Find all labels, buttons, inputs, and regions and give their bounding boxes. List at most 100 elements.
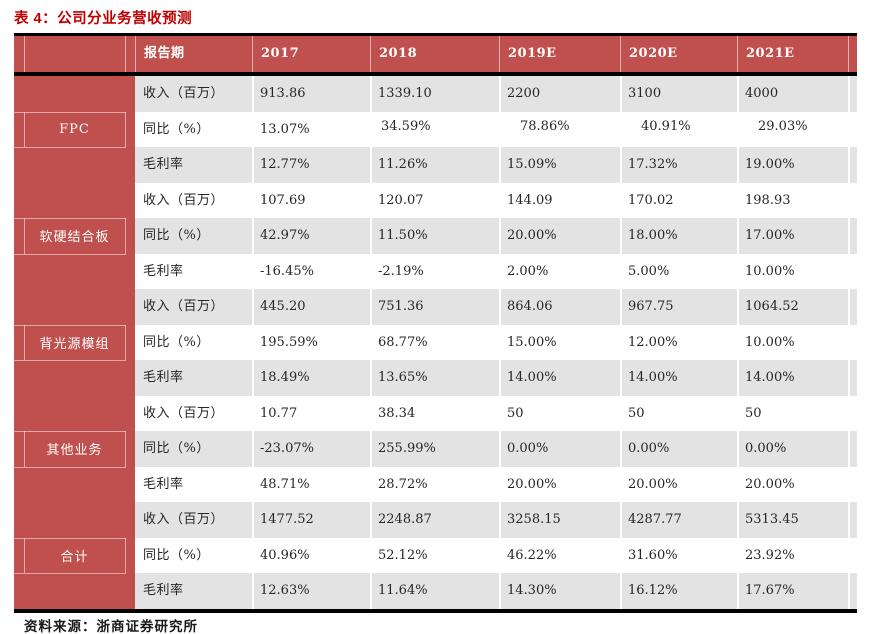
value-cell: 10.00% xyxy=(737,324,848,361)
value-cell: 17.00% xyxy=(737,218,848,254)
value-cell: 864.06 xyxy=(499,289,620,325)
value-cell: 18.49% xyxy=(252,360,370,396)
group-rows: 收入（百万） 107.69 120.07 144.09 170.02 198.93 同比（%… xyxy=(135,182,857,290)
group-rows: 收入（百万） 445.20 751.36 864.06 967.75 1064.52 同比（… xyxy=(135,289,857,396)
value-cell: -23.07% xyxy=(252,431,370,467)
value-cell: 4000 xyxy=(737,76,848,112)
value-cell: 12.77% xyxy=(252,147,370,183)
table-row: 收入（百万） 107.69 120.07 144.09 170.02 198.93 xyxy=(135,182,857,219)
spacer-cell xyxy=(848,395,857,432)
spacer-cell xyxy=(848,289,857,325)
table-row: 毛利率 18.49% 13.65% 14.00% 14.00% 14.00% xyxy=(135,360,857,396)
value-cell: 29.03% xyxy=(737,108,848,145)
value-cell: 2200 xyxy=(499,76,620,112)
table-row: 毛利率 12.77% 11.26% 15.09% 17.32% 19.00% xyxy=(135,147,857,183)
metric-cell: 同比（%） xyxy=(143,334,210,350)
metric-cell: 毛利率 xyxy=(143,157,184,173)
group-label-text: 软硬结合板 xyxy=(39,230,110,246)
spacer-cell xyxy=(848,111,857,148)
business-group: 背光源模组 收入（百万） 445.20 751.36 864.06 967.75 1064.… xyxy=(14,289,857,396)
value-cell: 12.63% xyxy=(252,573,370,609)
table-row: 同比（%） 42.97% 11.50% 20.00% 18.00% 17.00% xyxy=(135,218,857,254)
value-cell: 255.99% xyxy=(370,431,499,467)
value-cell: 13.65% xyxy=(370,360,499,396)
value-cell: 3258.15 xyxy=(499,502,620,538)
value-cell: 40.91% xyxy=(620,108,737,145)
metric-cell: 毛利率 xyxy=(143,476,184,492)
table-row: 毛利率 12.63% 11.64% 14.30% 16.12% 17.67% xyxy=(135,573,857,609)
spacer-cell xyxy=(848,76,857,112)
spacer-cell xyxy=(848,573,857,609)
metric-cell: 毛利率 xyxy=(143,263,184,279)
table-row: 收入（百万） 10.77 38.34 50 50 50 xyxy=(135,395,857,432)
table-row: 毛利率 -16.45% -2.19% 2.00% 5.00% 10.00% xyxy=(135,253,857,290)
value-cell: 10.00% xyxy=(737,253,848,290)
value-cell: 5.00% xyxy=(620,253,737,290)
value-cell: 0.00% xyxy=(499,431,620,467)
value-cell: 10.77 xyxy=(252,395,370,432)
value-cell: 50 xyxy=(737,395,848,432)
value-cell: 20.00% xyxy=(499,218,620,254)
value-cell: 198.93 xyxy=(737,182,848,219)
value-cell: 17.67% xyxy=(737,573,848,609)
corner-cell-borders xyxy=(24,36,126,72)
metric-cell: 收入（百万） xyxy=(143,192,225,208)
value-cell: 967.75 xyxy=(620,289,737,325)
metric-cell: 收入（百万） xyxy=(143,405,225,421)
header-spacer-cell xyxy=(848,36,857,72)
value-cell: 68.77% xyxy=(370,324,499,361)
group-label-cell-borders xyxy=(24,111,126,148)
table-body: FPC 收入（百万） 913.86 1339.10 2200 3100 4000 同比（%） 1… xyxy=(14,76,857,613)
value-cell: 170.02 xyxy=(620,182,737,219)
spacer-cell xyxy=(848,466,857,503)
value-cell: 0.00% xyxy=(620,431,737,467)
group-label-cell-borders xyxy=(24,431,126,467)
header-cell-2020e: 2020E xyxy=(620,36,737,72)
value-cell: 14.30% xyxy=(499,573,620,609)
table-row: 收入（百万） 1477.52 2248.87 3258.15 4287.77 5313.4… xyxy=(135,502,857,538)
spacer-cell xyxy=(848,182,857,219)
value-cell: 16.12% xyxy=(620,573,737,609)
value-cell: 14.00% xyxy=(620,360,737,396)
value-cell: 50 xyxy=(620,395,737,432)
header-cell-2017: 2017 xyxy=(252,36,370,72)
metric-cell: 收入（百万） xyxy=(143,512,225,528)
value-cell: 78.86% xyxy=(499,108,620,145)
group-label: 合计 xyxy=(14,502,135,609)
header-cell-2018: 2018 xyxy=(370,36,499,72)
value-cell: 17.32% xyxy=(620,147,737,183)
business-group: 其他业务 收入（百万） 10.77 38.34 50 50 50 同比（%） -23.07% 25… xyxy=(14,395,857,503)
group-label-text: 其他业务 xyxy=(46,443,103,459)
value-cell: 12.00% xyxy=(620,324,737,361)
value-cell: 40.96% xyxy=(252,537,370,574)
table-row: 同比（%） 13.07% 34.59% 78.86% 40.91% 29.03% xyxy=(135,108,857,148)
metric-cell: 收入（百万） xyxy=(143,86,225,101)
value-cell: -16.45% xyxy=(252,253,370,290)
value-cell: 14.00% xyxy=(499,360,620,396)
metric-cell: 毛利率 xyxy=(143,583,184,599)
value-cell: 20.00% xyxy=(499,466,620,503)
value-cell: 144.09 xyxy=(499,182,620,219)
value-cell: 2248.87 xyxy=(370,502,499,538)
value-cell: 120.07 xyxy=(370,182,499,219)
group-label: 其他业务 xyxy=(14,395,135,503)
spacer-cell xyxy=(848,218,857,254)
group-rows: 收入（百万） 10.77 38.34 50 50 50 同比（%） -23.07% 255.99… xyxy=(135,395,857,503)
value-cell: 195.59% xyxy=(252,324,370,361)
value-cell: 14.00% xyxy=(737,360,848,396)
spacer-cell xyxy=(848,253,857,290)
value-cell: 23.92% xyxy=(737,537,848,574)
header-cell-report-period: 报告期 xyxy=(135,36,252,72)
value-cell: 5313.45 xyxy=(737,502,848,538)
group-label-cell-borders xyxy=(24,537,126,574)
value-cell: 11.50% xyxy=(370,218,499,254)
value-cell: 20.00% xyxy=(620,466,737,503)
value-cell: 52.12% xyxy=(370,537,499,574)
group-label: 软硬结合板 xyxy=(14,182,135,290)
value-cell: 107.69 xyxy=(252,182,370,219)
forecast-table: 报告期 2017 2018 2019E 2020E 2021E FPC 收入（百万… xyxy=(14,33,857,613)
page-title: 表 4：公司分业务营收预测 xyxy=(14,11,193,27)
table-row: 同比（%） 195.59% 68.77% 15.00% 12.00% 10.00% xyxy=(135,324,857,361)
spacer-cell xyxy=(848,360,857,396)
